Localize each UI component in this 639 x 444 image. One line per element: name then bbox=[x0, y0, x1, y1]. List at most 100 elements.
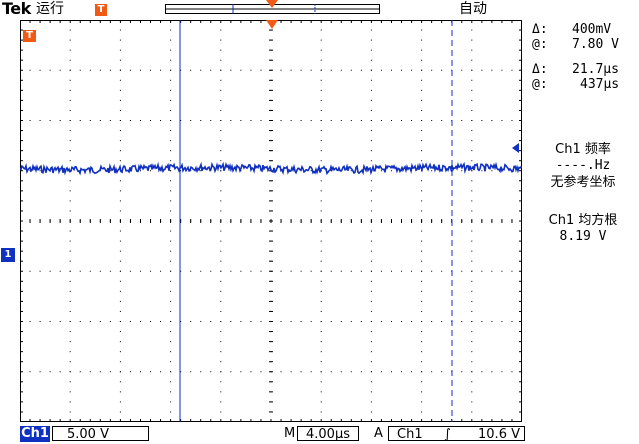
grid-dot bbox=[170, 341, 172, 343]
grid-dot bbox=[370, 280, 372, 282]
grid-dot bbox=[220, 391, 222, 393]
grid-dot bbox=[320, 130, 322, 132]
grid-dot bbox=[220, 49, 222, 51]
grid-dot bbox=[200, 321, 202, 322]
grid-dot bbox=[170, 411, 172, 413]
grid-dot bbox=[119, 321, 121, 322]
grid-dot bbox=[220, 331, 222, 333]
grid-dot bbox=[370, 341, 372, 343]
grid-dot bbox=[471, 290, 473, 292]
grid-dot bbox=[421, 310, 423, 312]
grid-dot bbox=[421, 250, 423, 252]
grid-dot bbox=[39, 270, 41, 272]
grid-dot bbox=[471, 341, 473, 343]
grid-dot bbox=[170, 310, 172, 312]
grid-dot bbox=[119, 210, 121, 212]
grid-dot bbox=[471, 310, 473, 312]
grid-dot bbox=[170, 321, 172, 322]
grid-dot bbox=[280, 69, 282, 71]
grid-dot bbox=[280, 371, 282, 373]
grid-dot bbox=[170, 89, 172, 91]
grid-dot bbox=[370, 140, 372, 142]
grid-dot bbox=[160, 270, 162, 272]
grid-dot bbox=[290, 69, 292, 71]
grid-dot bbox=[370, 361, 372, 363]
grid-dot bbox=[330, 170, 332, 172]
grid-dot bbox=[49, 321, 51, 322]
grid-dot bbox=[421, 200, 423, 202]
grid-dot bbox=[340, 371, 342, 373]
grid-dot bbox=[170, 79, 172, 81]
grid-dot bbox=[119, 130, 121, 132]
grid-dot bbox=[431, 270, 433, 272]
grid-dot bbox=[119, 411, 121, 413]
frequency-title: Ch1 频率 bbox=[555, 142, 611, 157]
grid-dot bbox=[471, 411, 473, 413]
grid-dot bbox=[200, 170, 202, 172]
grid-dot bbox=[49, 69, 51, 71]
brand-logo: Tek bbox=[2, 0, 31, 18]
grid-dot bbox=[260, 120, 262, 121]
grid-dot bbox=[170, 170, 172, 172]
grid-dot bbox=[421, 280, 423, 282]
grid-dot bbox=[380, 170, 382, 172]
grid-dot bbox=[69, 351, 71, 353]
grid-dot bbox=[501, 69, 503, 71]
grid-dot bbox=[220, 120, 222, 121]
grid-dot bbox=[170, 59, 172, 61]
time-per-div: 4.00µs bbox=[297, 426, 359, 442]
grid-dot bbox=[119, 99, 121, 101]
grid-dot bbox=[320, 391, 322, 393]
grid-dot bbox=[320, 351, 322, 353]
grid-dot bbox=[471, 170, 473, 172]
grid-dot bbox=[441, 371, 443, 373]
grid-dot bbox=[471, 391, 473, 393]
grid-dot bbox=[320, 210, 322, 212]
grid-dot bbox=[170, 381, 172, 383]
grid-dot bbox=[350, 270, 352, 272]
grid-dot bbox=[220, 280, 222, 282]
grid-dot bbox=[170, 140, 172, 142]
frequency-value: ----.Hz bbox=[555, 158, 611, 173]
trigger-level-icon: T bbox=[23, 30, 36, 42]
grid-dot bbox=[320, 270, 322, 272]
grid-dot bbox=[290, 371, 292, 373]
run-state: 运行 bbox=[36, 1, 64, 17]
grid-dot bbox=[190, 120, 192, 121]
grid-dot bbox=[240, 270, 242, 272]
grid-dot bbox=[481, 120, 483, 121]
grid-dot bbox=[471, 240, 473, 242]
grid-dot bbox=[89, 270, 91, 272]
grid-dot bbox=[220, 310, 222, 312]
grid-dot bbox=[220, 401, 222, 403]
grid-dot bbox=[139, 69, 141, 71]
grid-dot bbox=[491, 69, 493, 71]
grid-dot bbox=[119, 331, 121, 333]
channel1-ground-marker[interactable]: 1 bbox=[1, 248, 15, 262]
grid-dot bbox=[89, 69, 91, 71]
grid-dot bbox=[79, 120, 81, 121]
grid-dot bbox=[69, 391, 71, 393]
grid-dot bbox=[69, 270, 71, 272]
grid-dot bbox=[139, 321, 141, 322]
grid-dot bbox=[69, 99, 71, 101]
grid-dot bbox=[170, 109, 172, 111]
grid-dot bbox=[401, 120, 403, 121]
grid-dot bbox=[471, 210, 473, 212]
grid-dot bbox=[180, 270, 182, 272]
grid-dot bbox=[160, 321, 162, 322]
grid-dot bbox=[69, 190, 71, 192]
grid-dot bbox=[240, 69, 242, 71]
grid-dot bbox=[390, 270, 392, 272]
grid-dot bbox=[471, 150, 473, 152]
grid-dot bbox=[380, 371, 382, 373]
channel1-label[interactable]: Ch1 bbox=[20, 426, 50, 442]
grid-dot bbox=[310, 270, 312, 272]
grid-dot bbox=[119, 200, 121, 202]
grid-dot bbox=[119, 190, 121, 192]
grid-dot bbox=[401, 69, 403, 71]
grid-dot bbox=[69, 341, 71, 343]
grid-dot bbox=[109, 371, 111, 373]
grid-dot bbox=[290, 120, 292, 121]
grid-dot bbox=[320, 150, 322, 152]
